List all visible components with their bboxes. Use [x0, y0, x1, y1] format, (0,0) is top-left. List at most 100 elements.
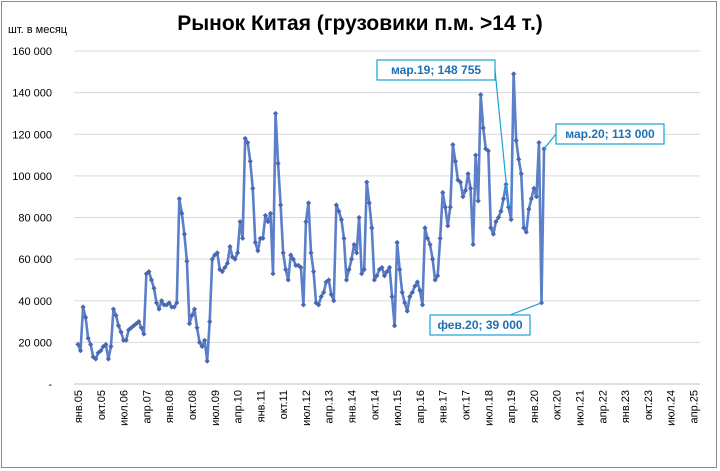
- data-point: [252, 239, 258, 246]
- data-point: [450, 142, 456, 148]
- data-point: [224, 260, 231, 266]
- data-point: [386, 264, 393, 271]
- data-point: [156, 306, 162, 312]
- x-tick-label: июл.21: [574, 390, 586, 426]
- data-point: [100, 343, 106, 350]
- data-point: [191, 306, 198, 312]
- series-layer: [75, 71, 547, 364]
- data-point: [440, 189, 446, 196]
- data-point: [402, 300, 408, 306]
- y-axis-unit-label: шт. в месяц: [8, 24, 68, 36]
- data-point: [354, 250, 360, 256]
- x-tick-label: окт.23: [643, 390, 655, 420]
- data-point: [427, 241, 433, 248]
- data-point: [437, 235, 443, 241]
- data-point: [445, 223, 451, 229]
- x-tick-label: янв.23: [620, 390, 632, 423]
- data-point: [222, 264, 228, 271]
- data-point: [146, 269, 152, 275]
- data-point: [432, 277, 438, 283]
- data-point: [424, 235, 431, 241]
- data-point: [103, 341, 109, 348]
- x-tick-label: апр.13: [324, 390, 336, 423]
- data-point: [399, 289, 405, 296]
- data-point: [343, 277, 350, 283]
- x-tick-label: апр.19: [506, 390, 518, 423]
- data-point: [186, 321, 193, 327]
- data-point: [407, 293, 413, 300]
- data-point: [422, 225, 428, 231]
- data-point: [105, 356, 111, 362]
- y-tick-label: 100 000: [12, 171, 52, 183]
- data-point: [435, 273, 441, 279]
- data-point: [414, 279, 420, 285]
- data-point: [323, 279, 329, 285]
- x-tick-label: апр.25: [688, 390, 700, 423]
- data-point: [237, 219, 243, 225]
- data-point: [480, 125, 486, 131]
- data-point: [404, 308, 410, 314]
- data-point: [361, 266, 367, 273]
- x-tick-label: окт.17: [461, 390, 473, 420]
- data-point: [219, 269, 225, 275]
- data-point: [391, 323, 398, 329]
- data-point: [531, 185, 537, 191]
- data-point: [90, 354, 96, 360]
- data-point: [513, 137, 519, 144]
- data-point: [369, 225, 375, 231]
- data-point: [511, 71, 517, 77]
- data-point: [227, 244, 233, 250]
- x-tick-label: июл.06: [119, 390, 131, 426]
- x-tick-label: апр.10: [233, 390, 245, 423]
- data-point: [465, 171, 471, 177]
- y-tick-label: 20 000: [18, 337, 52, 349]
- data-point: [196, 339, 203, 345]
- data-point: [181, 231, 187, 237]
- data-point: [242, 135, 248, 142]
- data-point: [473, 152, 479, 158]
- data-point: [113, 312, 119, 318]
- data-point: [250, 185, 256, 191]
- chart-title: Рынок Китая (грузовики п.м. >14 т.): [177, 12, 543, 35]
- data-point: [490, 231, 496, 237]
- data-point: [141, 331, 147, 337]
- data-point: [262, 212, 269, 219]
- data-point: [505, 204, 512, 210]
- x-tick-label: янв.20: [529, 390, 541, 423]
- data-point: [275, 160, 281, 166]
- data-point: [108, 343, 114, 350]
- y-tick-label: 40 000: [18, 296, 52, 308]
- data-point: [285, 277, 291, 283]
- data-point: [288, 252, 294, 258]
- data-point: [85, 335, 91, 341]
- y-tick-label: -: [48, 379, 52, 391]
- data-point: [88, 341, 94, 348]
- data-point: [308, 250, 314, 256]
- data-point: [397, 266, 403, 273]
- x-tick-label: янв.08: [164, 390, 176, 423]
- data-point: [394, 239, 400, 246]
- data-point: [290, 256, 296, 262]
- data-point: [283, 266, 289, 273]
- y-tick-label: 160 000: [12, 46, 52, 58]
- data-point: [260, 235, 266, 241]
- data-point: [346, 266, 352, 273]
- data-point: [478, 92, 484, 98]
- callout-box: [376, 59, 496, 81]
- data-point: [153, 300, 160, 306]
- x-tick-label: апр.22: [597, 390, 609, 423]
- x-tick-label: июл.18: [483, 390, 495, 426]
- data-point: [374, 273, 380, 279]
- data-point: [533, 194, 540, 200]
- data-point: [536, 139, 542, 146]
- data-point: [270, 271, 276, 277]
- x-tick-label: июл.09: [210, 390, 222, 426]
- data-point: [310, 269, 317, 275]
- data-point: [194, 325, 200, 331]
- data-point: [255, 248, 261, 254]
- data-point: [336, 208, 342, 214]
- data-point: [356, 214, 362, 221]
- data-point: [209, 256, 215, 262]
- x-axis-ticks: янв.05 окт.05 июл.06 апр.07 янв.08 окт.08 июл.…: [73, 390, 700, 426]
- data-point: [364, 179, 370, 185]
